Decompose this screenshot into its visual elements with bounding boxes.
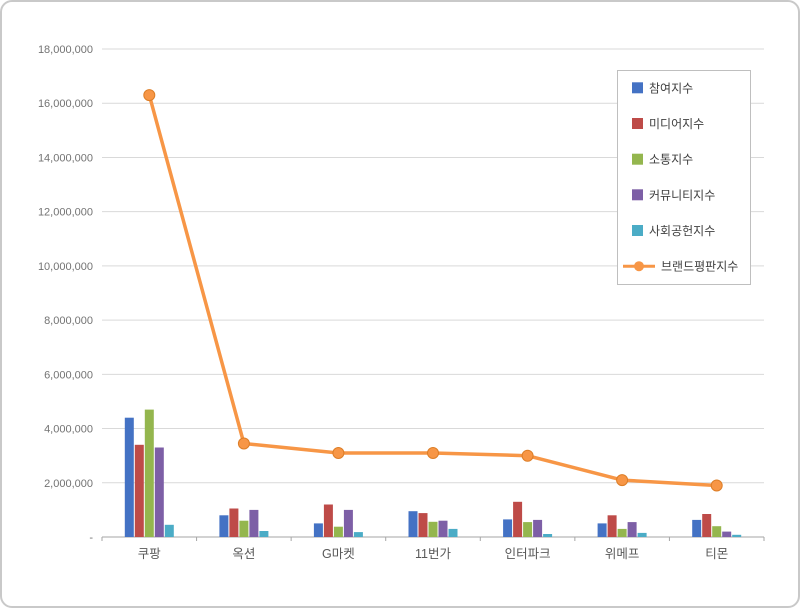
bar-series3-cat1: [249, 509, 259, 537]
bar-series4-cat2: [353, 532, 363, 537]
bar-series3-cat2: [343, 509, 353, 537]
x-axis-category-label: 옥션: [232, 547, 255, 561]
legend-item-label-1: 미디어지수: [649, 117, 704, 131]
line-marker-cat0: [143, 89, 156, 102]
line-marker-cat2: [332, 447, 345, 459]
bar-series3-cat4: [533, 519, 543, 537]
bar-series4-cat6: [732, 534, 742, 537]
bar-series0-cat2: [313, 523, 323, 537]
bar-series4-cat0: [164, 524, 174, 537]
bar-series4-cat5: [637, 532, 647, 537]
x-axis-category-label: G마켓: [322, 547, 355, 561]
bar-series2-cat1: [239, 520, 249, 537]
legend-swatch-1: [632, 118, 643, 129]
bar-series0-cat0: [124, 417, 134, 537]
line-marker-cat1: [237, 437, 250, 450]
legend-item-label-0: 참여지수: [649, 81, 693, 95]
bar-series0-cat5: [597, 523, 607, 537]
legend-swatch-0: [632, 82, 643, 94]
bar-series1-cat4: [513, 501, 523, 537]
legend-swatch-4: [632, 225, 643, 236]
bar-series2-cat6: [712, 526, 722, 537]
line-marker-cat6: [710, 479, 723, 492]
bar-series4-cat1: [259, 531, 269, 537]
bar-series3-cat5: [627, 522, 637, 537]
legend-swatch-3: [632, 189, 643, 201]
bar-series0-cat1: [219, 515, 229, 537]
bar-series4-cat4: [543, 534, 553, 537]
line-marker-cat5: [616, 474, 629, 487]
x-axis-category-label: 쿠팡: [138, 547, 162, 561]
y-axis-tick-label: 6,000,000: [44, 369, 93, 381]
legend-box: [617, 70, 751, 285]
line-marker-cat4: [521, 449, 534, 462]
bar-series3-cat3: [438, 520, 448, 537]
bar-series0-cat3: [408, 511, 418, 537]
bar-series0-cat6: [692, 519, 702, 537]
bar-series1-cat5: [607, 515, 617, 537]
y-axis-tick-label: -: [89, 532, 93, 544]
y-axis-tick-label: 2,000,000: [44, 478, 93, 490]
bar-series0-cat4: [503, 519, 513, 537]
bar-series2-cat2: [333, 526, 343, 537]
y-axis-tick-label: 8,000,000: [44, 315, 93, 327]
y-axis-tick-label: 12,000,000: [38, 207, 93, 219]
bar-series2-cat5: [617, 528, 627, 537]
bar-series1-cat0: [134, 444, 144, 537]
bar-series1-cat3: [418, 513, 428, 537]
y-axis-tick-label: 10,000,000: [38, 261, 93, 273]
y-axis-tick-label: 4,000,000: [44, 424, 93, 436]
x-axis-category-label: 티몬: [705, 547, 728, 561]
x-axis-category-label: 인터파크: [505, 547, 551, 561]
bar-series4-cat3: [448, 528, 458, 537]
bar-series2-cat4: [523, 522, 533, 537]
legend-item-label-3: 커뮤니티지수: [649, 188, 715, 202]
line-marker-cat3: [427, 447, 439, 459]
legend-swatch-2: [632, 153, 643, 165]
bar-series1-cat1: [229, 508, 239, 537]
legend-item-label-4: 사회공헌지수: [649, 224, 715, 238]
bar-series3-cat6: [722, 531, 732, 537]
y-axis-tick-label: 14,000,000: [38, 152, 93, 164]
legend-item-label-5: 브랜드평판지수: [661, 260, 738, 274]
y-axis-tick-label: 18,000,000: [38, 44, 93, 56]
bar-series1-cat2: [323, 504, 333, 537]
bar-series3-cat0: [154, 447, 164, 537]
legend-item-label-2: 소통지수: [649, 153, 693, 167]
bar-series2-cat3: [428, 521, 438, 537]
legend-line-marker-icon: [634, 261, 644, 272]
x-axis-category-label: 11번가: [415, 547, 451, 561]
bar-series1-cat6: [702, 514, 712, 537]
x-axis-category-label: 위메프: [605, 547, 640, 561]
y-axis-tick-label: 16,000,000: [38, 98, 93, 110]
bar-series2-cat0: [144, 409, 154, 537]
